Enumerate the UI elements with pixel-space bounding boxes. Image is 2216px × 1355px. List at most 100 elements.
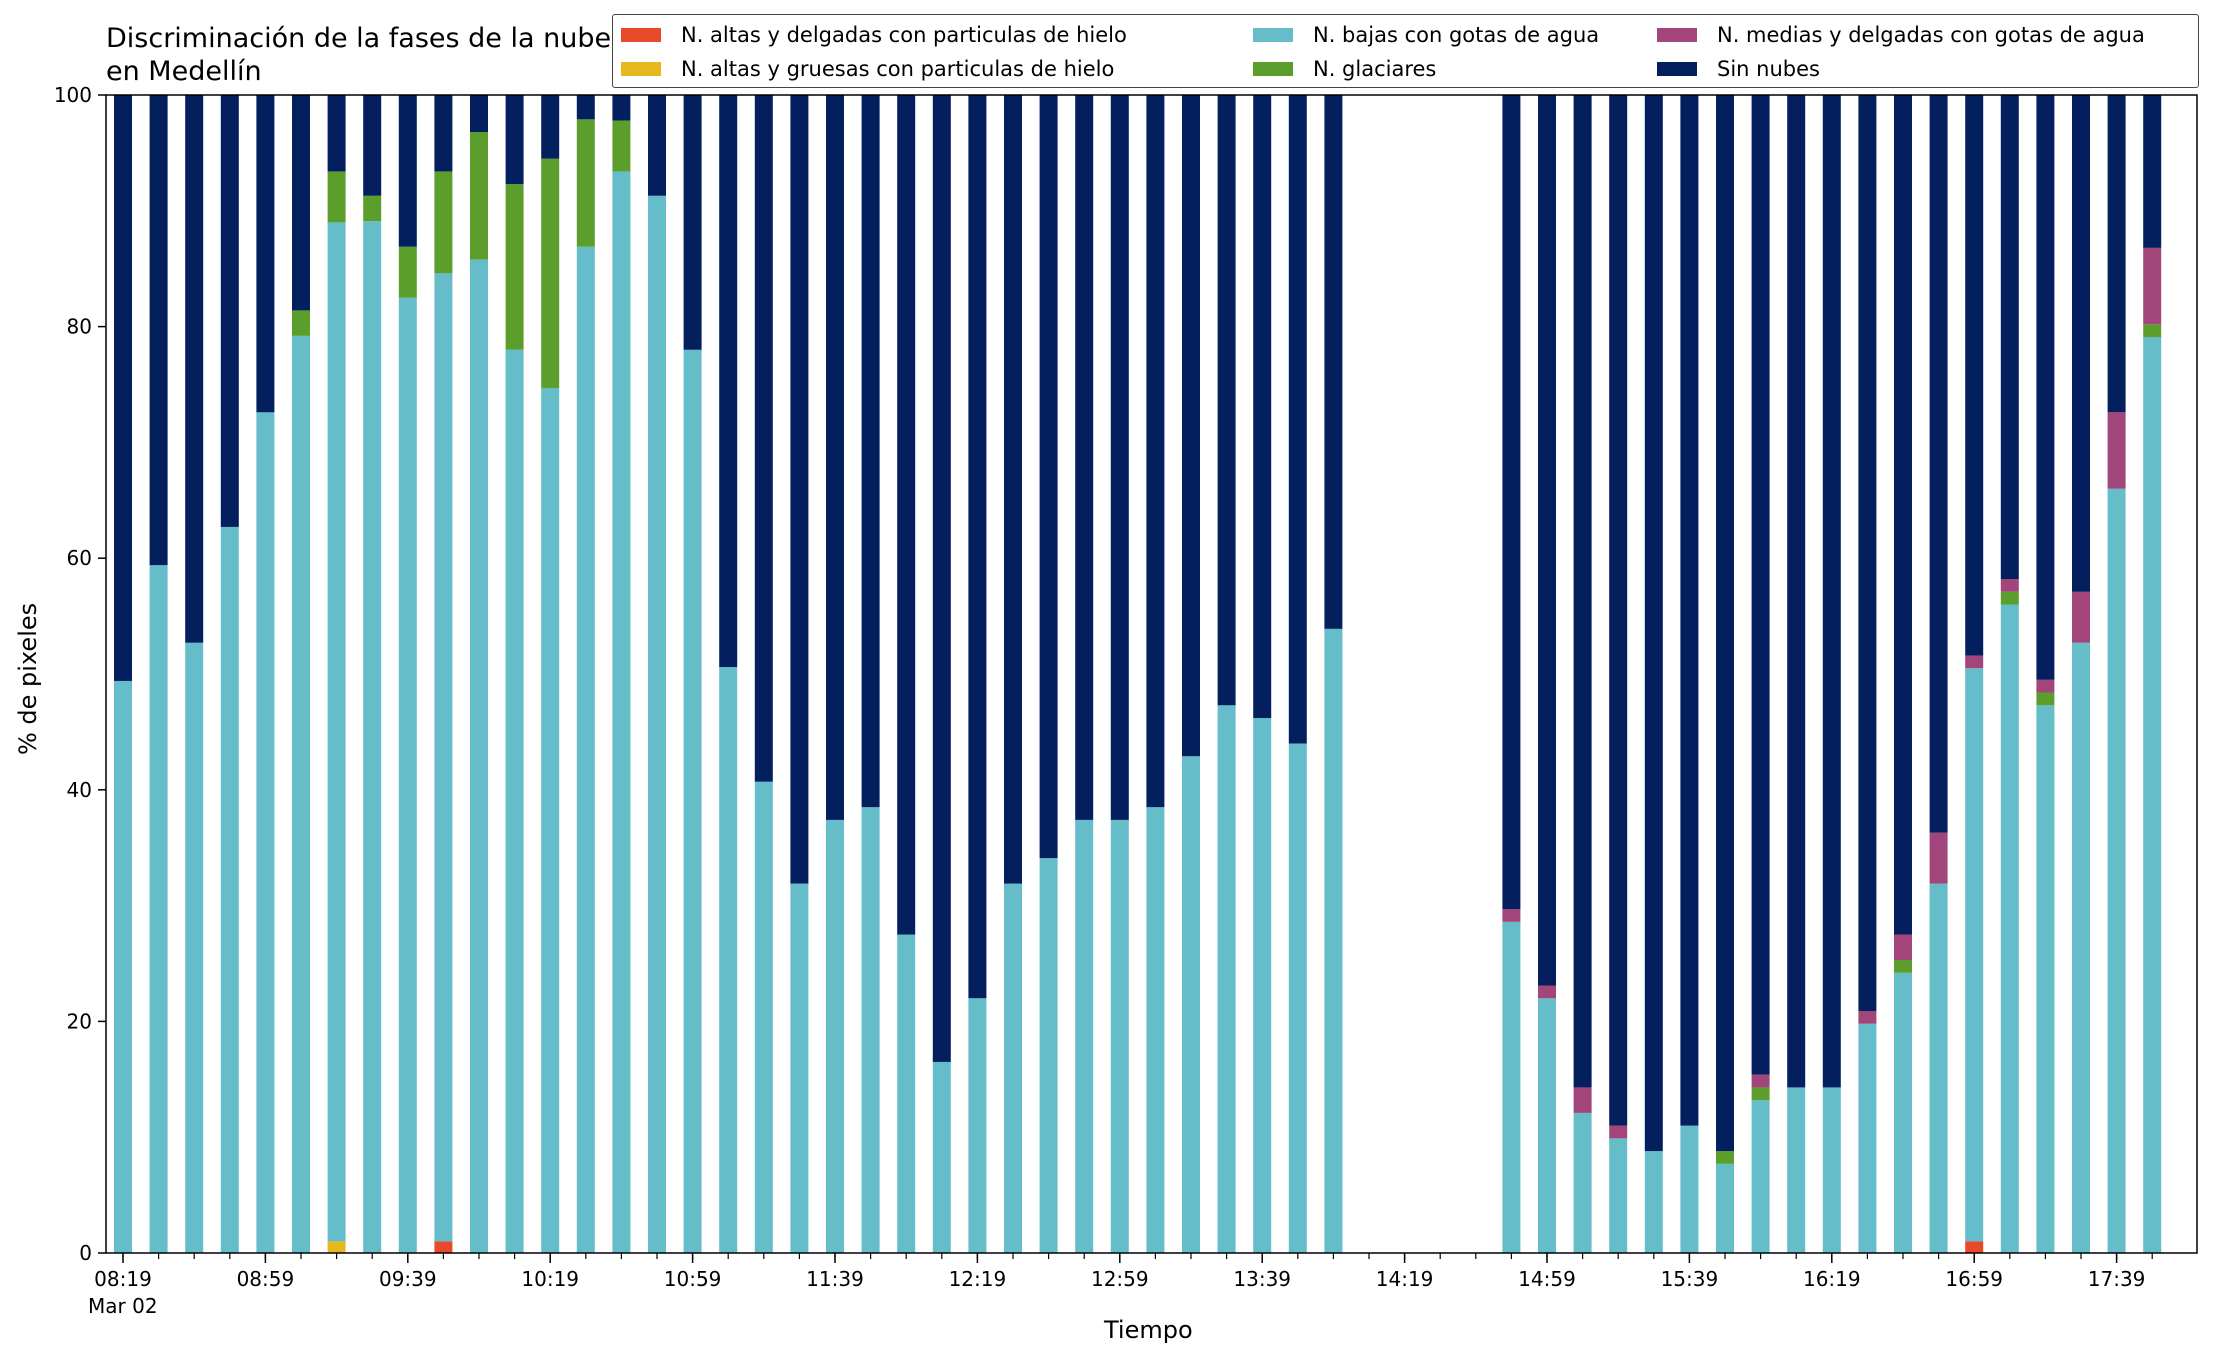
bar-segment: [2036, 705, 2055, 1253]
x-tick-label: 10:19: [521, 1267, 579, 1291]
bar-segment: [826, 95, 844, 820]
bar-segment: [1609, 1125, 1628, 1139]
bar-segment: [541, 95, 560, 159]
x-tick-label: 14:59: [1518, 1267, 1576, 1291]
legend-swatch: [1253, 28, 1293, 42]
bar-segment: [505, 349, 524, 1253]
x-tick-label: 10:59: [664, 1267, 722, 1291]
bar-segment: [932, 95, 951, 1062]
bar-segment: [1217, 95, 1236, 706]
y-tick-label: 40: [67, 778, 92, 802]
plot-frame: [105, 94, 2198, 1254]
bar-segment: [1502, 921, 1521, 1253]
bar-segment: [1716, 95, 1734, 1152]
bar-segment: [2036, 692, 2055, 706]
bar-segment: [897, 934, 916, 1253]
bar-segment: [790, 95, 809, 884]
y-axis-label: % de pixeles: [14, 602, 42, 755]
legend-label: N. altas y gruesas con particulas de hie…: [681, 57, 1115, 81]
axes-layer: 0 20 40 60 80 100 08:19 Mar 02 08:59 09:39 10:19 10…: [54, 83, 2198, 1318]
bar-segment: [327, 222, 346, 1242]
x-tick-label: 08:59: [237, 1267, 295, 1291]
bar-segment: [541, 387, 560, 1254]
bar-segment: [1253, 718, 1272, 1253]
bar-segment: [648, 95, 666, 196]
bar-segment: [541, 158, 560, 388]
bar-segment: [292, 95, 310, 311]
bar-segment: [363, 95, 382, 196]
bar-segment: [1253, 95, 1272, 718]
bar-segment: [1787, 1087, 1806, 1253]
y-tick-label: 0: [79, 1241, 92, 1265]
bar-segment: [2107, 412, 2126, 489]
bar-segment: [434, 171, 453, 274]
legend-item-altas-delgadas: N. altas y delgadas con particulas de hi…: [621, 21, 1127, 49]
bar-segment: [897, 95, 916, 935]
bar-segment: [719, 667, 738, 1253]
bar-segment: [1075, 95, 1094, 820]
bar-segment: [470, 259, 488, 1253]
bar-segment: [327, 1241, 346, 1253]
x-tick-label: 16:59: [1945, 1267, 2003, 1291]
bar-segment: [1751, 1074, 1770, 1088]
bar-segment: [861, 95, 880, 808]
bar-segment: [1538, 95, 1556, 986]
bar-segment: [1502, 909, 1521, 922]
bar-segment: [1502, 95, 1521, 910]
bar-segment: [1573, 1112, 1592, 1253]
bar-segment: [2000, 604, 2019, 1253]
bar-segment: [1894, 95, 1912, 935]
bar-segment: [220, 95, 239, 527]
bar-segment: [648, 195, 666, 1253]
bar-segment: [2072, 591, 2090, 643]
bar-segment: [1182, 95, 1200, 757]
bar-segment: [2107, 488, 2126, 1254]
bar-segment: [1751, 1100, 1770, 1253]
bar-segment: [1965, 668, 1984, 1242]
bar-segment: [790, 883, 809, 1253]
x-tick-label: 09:39: [379, 1267, 437, 1291]
y-tick-label: 60: [67, 546, 92, 570]
bar-segment: [1965, 655, 1984, 669]
bar-segment: [2000, 95, 2019, 580]
legend-label: Sin nubes: [1717, 57, 1820, 81]
bar-segment: [292, 335, 310, 1253]
y-tick-label: 100: [54, 83, 92, 107]
bar-segment: [1217, 705, 1236, 1253]
bar-segment: [1146, 95, 1165, 808]
bar-segment: [576, 119, 595, 247]
bar-segment: [149, 95, 168, 566]
legend-swatch: [1657, 28, 1697, 42]
y-tick-label: 80: [67, 315, 92, 339]
x-tick-label: 17:39: [2088, 1267, 2146, 1291]
bar-segment: [327, 171, 346, 223]
bar-segment: [2143, 337, 2162, 1253]
bar-segment: [1538, 998, 1556, 1253]
bar-segment: [1039, 95, 1058, 859]
bar-segment: [612, 95, 631, 121]
bar-segment: [470, 95, 488, 133]
bar-segment: [1110, 95, 1129, 820]
bar-segment: [2143, 247, 2162, 325]
legend-label: N. altas y delgadas con particulas de hi…: [681, 23, 1127, 47]
bar-segment: [1075, 819, 1094, 1253]
bar-segment: [754, 95, 773, 782]
legend-label: N. bajas con gotas de agua: [1313, 23, 1600, 47]
bar-segment: [683, 349, 702, 1253]
bar-segment: [1894, 960, 1912, 973]
bar-segment: [1822, 95, 1841, 1088]
bar-segment: [1004, 95, 1022, 884]
bar-segment: [861, 807, 880, 1253]
x-tick-label: 12:19: [949, 1267, 1007, 1291]
bar-segment: [398, 246, 417, 298]
bar-segment: [434, 1241, 453, 1253]
bar-segment: [363, 195, 382, 222]
bar-segment: [932, 1061, 951, 1253]
x-tick-label: 12:59: [1091, 1267, 1149, 1291]
bar-segment: [292, 310, 310, 336]
bar-segment: [2036, 95, 2055, 680]
bar-segment: [114, 680, 132, 1253]
x-tick-label: 15:39: [1661, 1267, 1719, 1291]
bar-segment: [2107, 95, 2126, 413]
